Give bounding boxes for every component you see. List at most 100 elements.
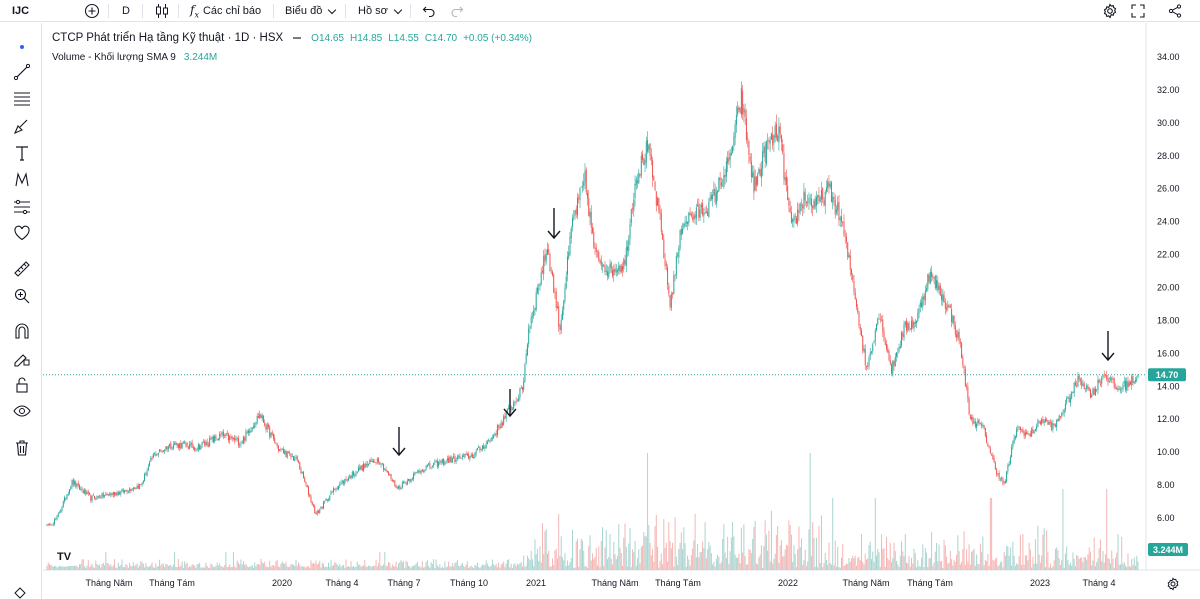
volume-bar bbox=[429, 567, 431, 570]
volume-bar bbox=[717, 554, 719, 570]
down-arrow-annotation[interactable] bbox=[547, 208, 561, 240]
volume-bar bbox=[438, 567, 440, 570]
compare-symbol-button[interactable] bbox=[84, 0, 100, 22]
trend-line-tool[interactable] bbox=[12, 62, 32, 82]
candle-body bbox=[688, 212, 690, 224]
share-button[interactable] bbox=[1168, 0, 1182, 22]
volume-bar bbox=[1073, 558, 1075, 570]
profile-button[interactable]: Hồ sơ bbox=[358, 0, 403, 22]
volume-bar bbox=[1052, 566, 1054, 570]
volume-bar bbox=[986, 561, 988, 570]
last-price-value: 14.70 bbox=[1156, 370, 1179, 380]
fib-tool[interactable] bbox=[12, 89, 32, 109]
volume-bar bbox=[430, 562, 432, 570]
volume-bar bbox=[114, 559, 116, 570]
zoom-in-tool[interactable] bbox=[12, 286, 32, 306]
volume-bar bbox=[398, 563, 400, 570]
volume-bar bbox=[423, 567, 425, 570]
volume-bar bbox=[1101, 561, 1103, 570]
volume-bar bbox=[864, 553, 866, 570]
candle-body bbox=[255, 422, 257, 425]
lock-drawings-tool[interactable] bbox=[12, 375, 32, 395]
candle-body bbox=[623, 259, 625, 270]
candle-body bbox=[423, 471, 425, 473]
candle-body bbox=[430, 466, 432, 468]
volume-bar bbox=[1108, 558, 1110, 570]
candle-body bbox=[1002, 478, 1004, 484]
volume-bar bbox=[1114, 557, 1116, 570]
volume-bar bbox=[221, 566, 223, 570]
indicators-button[interactable]: fx Các chỉ báo bbox=[190, 0, 261, 22]
volume-bar bbox=[779, 545, 781, 570]
candle-body bbox=[256, 416, 258, 423]
candle-body bbox=[114, 492, 116, 496]
candle-body bbox=[719, 177, 721, 181]
chart-settings-button[interactable] bbox=[1166, 577, 1180, 596]
candle-body bbox=[331, 491, 333, 493]
magnet-tool[interactable] bbox=[12, 321, 32, 341]
volume-bar bbox=[389, 562, 391, 570]
volume-bar bbox=[805, 566, 807, 570]
candle-body bbox=[697, 205, 699, 206]
hide-drawings-tool[interactable] bbox=[12, 401, 32, 421]
volume-bar bbox=[1093, 537, 1095, 570]
volume-bar bbox=[654, 526, 656, 570]
favorites-tool[interactable] bbox=[12, 223, 32, 243]
candle-body bbox=[790, 212, 792, 223]
crosshair-tool[interactable] bbox=[12, 37, 32, 57]
candle-body bbox=[963, 366, 965, 369]
settings-button[interactable] bbox=[1102, 0, 1118, 22]
stay-drawing-tool[interactable] bbox=[12, 348, 32, 368]
fullscreen-button[interactable] bbox=[1131, 0, 1145, 22]
symbol-search-button[interactable]: IJC bbox=[12, 0, 29, 22]
redo-button[interactable] bbox=[450, 0, 464, 22]
toolbar-divider bbox=[273, 4, 274, 18]
chart-type-button[interactable] bbox=[155, 0, 169, 22]
candle-body bbox=[101, 493, 103, 498]
volume-bar bbox=[414, 565, 416, 570]
candle-body bbox=[530, 316, 532, 325]
interval-button[interactable]: D bbox=[122, 0, 130, 22]
volume-bar bbox=[256, 564, 258, 570]
remove-drawings-tool[interactable] bbox=[12, 438, 32, 458]
volume-bar bbox=[255, 566, 257, 570]
candle-body bbox=[1122, 384, 1124, 390]
candle-body bbox=[574, 210, 576, 216]
volume-bar bbox=[724, 552, 726, 570]
candle-body bbox=[633, 199, 635, 211]
volume-bar bbox=[65, 566, 67, 570]
volume-bar bbox=[602, 527, 604, 570]
volume-bar bbox=[280, 563, 282, 570]
chart-layout-button[interactable]: Biểu đồ bbox=[285, 0, 337, 22]
candle-body bbox=[698, 203, 700, 218]
volume-bar bbox=[933, 562, 935, 570]
volume-bar bbox=[793, 545, 795, 570]
down-arrow-annotation[interactable] bbox=[1101, 331, 1115, 362]
volume-indicator-title: Volume - Khối lượng SMA 9 bbox=[52, 52, 176, 63]
candle-body bbox=[320, 506, 322, 510]
down-arrow-annotation[interactable] bbox=[503, 389, 517, 418]
down-arrow-annotation[interactable] bbox=[392, 427, 406, 457]
candle-body bbox=[434, 461, 436, 463]
collapse-panel-button[interactable] bbox=[14, 586, 26, 599]
text-tool[interactable] bbox=[12, 143, 32, 163]
measure-tool[interactable] bbox=[12, 259, 32, 279]
pattern-tool[interactable] bbox=[12, 170, 32, 190]
volume-bar bbox=[906, 562, 908, 570]
candle-body bbox=[1094, 388, 1096, 396]
volume-bar bbox=[455, 562, 457, 570]
volume-bar bbox=[981, 551, 983, 570]
candle-body bbox=[1099, 383, 1101, 385]
tradingview-logo[interactable]: TV bbox=[51, 548, 77, 566]
brush-tool[interactable] bbox=[12, 117, 32, 137]
volume-bar bbox=[1122, 563, 1124, 570]
candle-body bbox=[1081, 380, 1083, 386]
collapse-legend-icon[interactable] bbox=[293, 37, 302, 39]
candle-body bbox=[632, 208, 634, 210]
forecast-tool[interactable] bbox=[12, 197, 32, 217]
candle-body bbox=[863, 348, 865, 352]
candle-body bbox=[782, 144, 784, 153]
volume-bar bbox=[201, 567, 203, 570]
undo-button[interactable] bbox=[422, 0, 436, 22]
